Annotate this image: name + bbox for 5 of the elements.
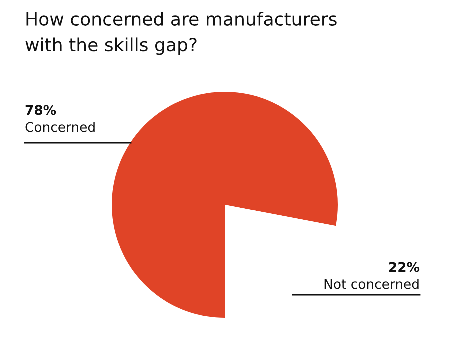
data-label: 22% (389, 262, 420, 272)
slice-label: Concerned (26, 122, 95, 132)
slice-label: Not concerned (324, 279, 419, 290)
data-label: 78% (26, 105, 56, 116)
chart-title: How concerned are manufacturers with the skills gap? (26, 12, 337, 56)
